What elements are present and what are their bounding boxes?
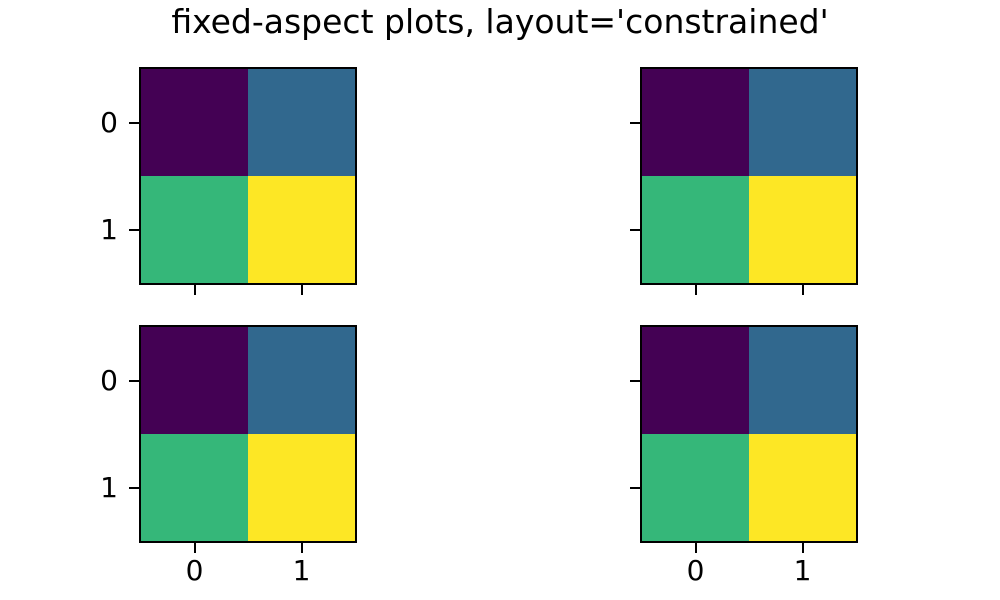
heatmap-cell-r0c1: [749, 69, 856, 176]
heatmap-bottom-left: [141, 327, 355, 541]
y-tick-label-1: 1: [100, 212, 118, 246]
heatmap-top-right: [642, 69, 856, 283]
x-tick-label-1: 1: [793, 554, 812, 587]
subplot-top-right: [630, 67, 858, 295]
heatmap-cell-r0c0: [141, 327, 248, 434]
x-tick-mark: [801, 285, 804, 295]
heatmap-cell-r0c1: [248, 327, 355, 434]
heatmap-top-left: [141, 69, 355, 283]
heatmap-cell-r0c1: [248, 69, 355, 176]
heatmap-cell-r1c0: [642, 176, 749, 283]
subplot-bottom-left: 0 1 0 1: [100, 325, 357, 585]
heatmap-cell-r0c0: [642, 69, 749, 176]
y-tick-mark: [129, 379, 139, 382]
y-tick-mark: [630, 486, 640, 489]
heatmap-cell-r1c0: [642, 434, 749, 541]
heatmap-cell-r1c0: [141, 176, 248, 283]
heatmap-cell-r1c0: [141, 434, 248, 541]
heatmap-cell-r0c0: [642, 327, 749, 434]
x-tick-mark: [193, 543, 196, 553]
y-tick-mark: [129, 486, 139, 489]
heatmap-cell-r0c1: [749, 327, 856, 434]
y-tick-label-0: 0: [100, 105, 118, 139]
x-tick-mark: [300, 285, 303, 295]
x-tick-mark: [694, 543, 697, 553]
x-tick-label-0: 0: [185, 554, 204, 587]
heatmap-cell-r1c1: [248, 176, 355, 283]
heatmap-cell-r1c1: [749, 176, 856, 283]
x-tick-label-0: 0: [686, 554, 705, 587]
x-tick-mark: [801, 543, 804, 553]
heatmap-cell-r1c1: [749, 434, 856, 541]
subplot-bottom-right: 0 1: [630, 325, 858, 585]
y-tick-mark: [129, 228, 139, 231]
x-tick-mark: [300, 543, 303, 553]
subplot-top-left: 0 1: [100, 67, 357, 295]
x-tick-label-1: 1: [292, 554, 311, 587]
figure-title: fixed-aspect plots, layout='constrained': [171, 2, 829, 41]
heatmap-cell-r1c1: [248, 434, 355, 541]
x-tick-mark: [193, 285, 196, 295]
y-tick-mark: [630, 121, 640, 124]
y-tick-label-1: 1: [100, 470, 118, 504]
y-tick-mark: [630, 379, 640, 382]
heatmap-bottom-right: [642, 327, 856, 541]
x-tick-mark: [694, 285, 697, 295]
y-tick-mark: [129, 121, 139, 124]
y-tick-label-0: 0: [100, 363, 118, 397]
heatmap-cell-r0c0: [141, 69, 248, 176]
y-tick-mark: [630, 228, 640, 231]
